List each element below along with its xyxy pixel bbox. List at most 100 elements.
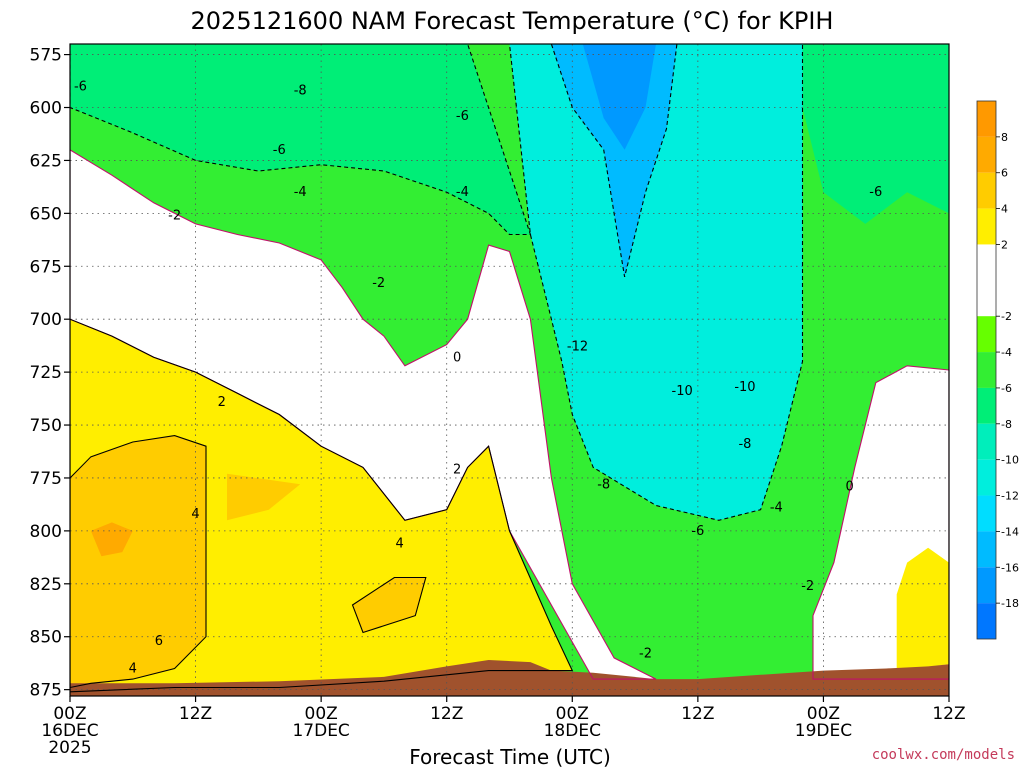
colorbar-label: -16 bbox=[1001, 561, 1019, 574]
colorbar-frame bbox=[976, 100, 997, 640]
colorbar-label: 8 bbox=[1001, 131, 1008, 144]
colorbar-band bbox=[977, 387, 996, 424]
x-tick-label: 12Z bbox=[932, 704, 965, 724]
contour-label: -8 bbox=[738, 437, 751, 452]
plot-frame bbox=[69, 43, 950, 697]
field-warm-orange-2 bbox=[227, 473, 301, 521]
y-tick-label: 875 bbox=[30, 681, 62, 701]
contour-label: -2 bbox=[801, 579, 814, 594]
chart-title: 2025121600 NAM Forecast Temperature (°C)… bbox=[191, 7, 834, 35]
contour-line-minus6 bbox=[70, 44, 532, 236]
colorbar-label: -14 bbox=[1001, 525, 1019, 538]
colorbar-band bbox=[977, 603, 996, 639]
field-near-freezing bbox=[70, 149, 656, 680]
x-tick-label: 00Z bbox=[556, 704, 589, 724]
contour-label: -6 bbox=[691, 524, 704, 539]
contour-label: -8 bbox=[597, 477, 610, 492]
field-green-upper bbox=[70, 44, 531, 235]
contour-line-minus10 bbox=[508, 44, 804, 521]
field-deepblue-core bbox=[582, 44, 656, 150]
colorbar-band bbox=[977, 495, 996, 532]
colorbar-label: -2 bbox=[1001, 310, 1012, 323]
field-warm-orange-core bbox=[90, 522, 133, 557]
contour-label: -2 bbox=[168, 208, 181, 223]
x-tick-year: 2025 bbox=[48, 738, 91, 758]
y-tick-label: 775 bbox=[30, 469, 62, 489]
colorbar-label: 4 bbox=[1001, 203, 1008, 216]
colorbar-band bbox=[977, 208, 996, 245]
x-axis-title: Forecast Time (UTC) bbox=[409, 745, 611, 768]
field-green-right bbox=[760, 44, 949, 224]
colorbar-band bbox=[977, 101, 996, 137]
x-tick-label: 00Z bbox=[53, 704, 86, 724]
contour-label: 4 bbox=[191, 507, 199, 522]
contour-label: -4 bbox=[294, 185, 307, 200]
contour-label: 4 bbox=[129, 661, 137, 676]
contour-label: -4 bbox=[456, 185, 469, 200]
contour-label: -2 bbox=[372, 276, 385, 291]
colorbar-band bbox=[977, 244, 996, 317]
colorbar-band bbox=[977, 352, 996, 388]
contour-label: -8 bbox=[294, 84, 307, 99]
field-warm-orange bbox=[70, 435, 206, 688]
y-tick-label: 675 bbox=[30, 257, 62, 277]
contour-label: 0 bbox=[845, 479, 853, 494]
x-tick-label: 12Z bbox=[179, 704, 212, 724]
contour-label: 6 bbox=[155, 634, 163, 649]
colorbar-band bbox=[977, 423, 996, 460]
contour-lines: -6 -8 -6 -6 -4 -4 -2 -2 -12 -10 -10 -8 -8 -6 -4 -2 -2 -6 0… bbox=[70, 44, 949, 693]
y-tick-label: 750 bbox=[30, 416, 62, 436]
field-warm-orange-3 bbox=[352, 577, 426, 633]
colorbar-label: -8 bbox=[1001, 418, 1012, 431]
x-tick-label: 00Z bbox=[807, 704, 840, 724]
y-tick-label: 650 bbox=[30, 204, 62, 224]
x-tick-date: 16DEC bbox=[41, 721, 98, 741]
colorbar-band bbox=[977, 172, 996, 209]
colorbar-label: 2 bbox=[1001, 238, 1008, 251]
contour-line-plus4 bbox=[70, 435, 207, 689]
contour-label: -6 bbox=[74, 79, 87, 94]
colorbar-label: -18 bbox=[1001, 597, 1019, 610]
contour-line-minus14 bbox=[550, 44, 678, 278]
x-tick-label: 00Z bbox=[305, 704, 338, 724]
y-tick-label: 625 bbox=[30, 151, 62, 171]
contour-label: 0 bbox=[453, 350, 461, 365]
y-tick-label: 850 bbox=[30, 628, 62, 648]
contour-label: -12 bbox=[567, 340, 588, 355]
y-tick-label: 575 bbox=[30, 46, 62, 66]
colorbar-band bbox=[977, 531, 996, 568]
x-tick-date: 17DEC bbox=[292, 721, 349, 741]
contour-label: -10 bbox=[734, 380, 755, 395]
colorbar-band bbox=[977, 459, 996, 496]
contour-line-plus2 bbox=[70, 318, 574, 693]
contour-label: -6 bbox=[456, 109, 469, 124]
contour-label: -4 bbox=[770, 501, 783, 516]
y-tick-label: 825 bbox=[30, 575, 62, 595]
colorbar-label: 6 bbox=[1001, 167, 1008, 180]
y-tick-label: 600 bbox=[30, 99, 62, 119]
y-tick-label: 725 bbox=[30, 363, 62, 383]
field-cyan-core bbox=[509, 44, 803, 521]
y-tick-label: 700 bbox=[30, 310, 62, 330]
y-tick-label: 800 bbox=[30, 522, 62, 542]
contour-label: -2 bbox=[639, 647, 652, 662]
contour-label: -10 bbox=[672, 384, 693, 399]
x-tick-label: 12Z bbox=[681, 704, 714, 724]
contour-line-zero-right bbox=[812, 365, 949, 680]
y-axis: 575 600 625 650 675 700 725 750 775 800 825 850 875 bbox=[30, 46, 70, 701]
colorbar-label: -4 bbox=[1001, 346, 1012, 359]
x-tick-label: 12Z bbox=[430, 704, 463, 724]
colorbar-band bbox=[977, 316, 996, 353]
colorbar-label: -12 bbox=[1001, 490, 1019, 503]
contour-line-plus4-b bbox=[351, 576, 427, 634]
colorbar-band bbox=[977, 136, 996, 173]
x-tick-date: 19DEC bbox=[795, 721, 852, 741]
contour-label: -6 bbox=[273, 143, 286, 158]
credit-text: coolwx.com/models bbox=[872, 747, 1015, 763]
contour-label: 4 bbox=[395, 537, 403, 552]
contour-label: 2 bbox=[218, 395, 226, 410]
colorbar-label: -10 bbox=[1001, 454, 1019, 467]
plot-area bbox=[70, 44, 949, 696]
